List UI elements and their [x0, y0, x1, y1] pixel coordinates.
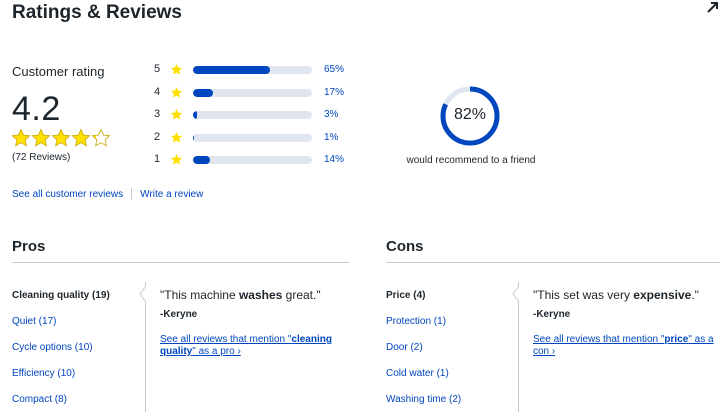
- rating-bar-fill: [193, 88, 214, 97]
- pros-pointer: [139, 286, 149, 302]
- rating-row-percent[interactable]: 14%: [324, 154, 345, 165]
- rating-row-percent[interactable]: 65%: [324, 64, 345, 75]
- cons-divider: [518, 282, 519, 412]
- rating-row-percent[interactable]: 17%: [324, 86, 345, 98]
- star-icon: [170, 108, 183, 120]
- recommend-percent: 82%: [453, 106, 487, 123]
- rating-row-stars: 2: [154, 130, 161, 143]
- pros-divider: [145, 282, 146, 412]
- cons-facet-item[interactable]: Protection (1): [386, 316, 447, 327]
- rating-row-4[interactable]: 4 17%: [154, 86, 354, 102]
- cons-rule: [386, 262, 720, 263]
- pros-see-mention-link[interactable]: See all reviews that mention "cleaning q…: [160, 334, 332, 357]
- pros-title: Pros: [12, 238, 46, 255]
- rating-row-1[interactable]: 1 14%: [154, 153, 354, 169]
- expand-arrow-icon[interactable]: [704, 0, 720, 16]
- pros-facet-item[interactable]: Cycle options (10): [12, 342, 93, 353]
- rating-row-2[interactable]: 2 1%: [154, 131, 354, 147]
- cons-facet-item[interactable]: Price (4): [386, 290, 426, 301]
- pros-facet-item[interactable]: Cleaning quality (19): [12, 290, 110, 301]
- rating-row-percent[interactable]: 3%: [324, 109, 339, 120]
- star-icon: [51, 128, 71, 147]
- pros-facet-item[interactable]: Compact (8): [12, 394, 68, 405]
- rating-bar-track: [193, 156, 312, 164]
- rating-row-5[interactable]: 5 65%: [154, 63, 354, 79]
- recommend-caption: would recommend to a friend: [406, 155, 536, 166]
- recommend-ring: [440, 86, 500, 146]
- pros-facet-item[interactable]: Quiet (17): [12, 316, 57, 327]
- cons-quote: "This set was very expensive.": [533, 288, 699, 302]
- cons-facet-item[interactable]: Door (2): [386, 342, 423, 353]
- star-icon: [11, 128, 31, 147]
- rating-row-percent[interactable]: 1%: [324, 131, 339, 143]
- cons-see-mention-link[interactable]: See all reviews that mention "price" as …: [533, 334, 714, 357]
- star-icon: [170, 153, 183, 165]
- recommend-ring-arc: [440, 86, 500, 146]
- rating-bar-fill: [193, 156, 210, 164]
- star-icon: [71, 128, 91, 147]
- rating-bar-track: [193, 88, 312, 97]
- review-links: See all customer reviews Write a review: [12, 188, 203, 200]
- rating-bar-fill: [193, 111, 197, 119]
- rating-bar-fill: [193, 133, 195, 142]
- pros-quote: "This machine washes great.": [160, 288, 321, 302]
- cons-quote-author: -Keryne: [533, 309, 571, 320]
- average-rating: 4.2: [12, 90, 61, 128]
- star-icon: [31, 128, 51, 147]
- rating-bar-track: [193, 66, 312, 74]
- cons-pointer: [512, 286, 522, 302]
- cons-facet-item[interactable]: Washing time (2): [386, 394, 462, 405]
- rating-bar-fill: [193, 66, 271, 74]
- write-review-link[interactable]: Write a review: [140, 188, 204, 200]
- star-icon: [170, 131, 183, 143]
- rating-row-stars: 5: [154, 63, 161, 75]
- rating-row-stars: 3: [154, 108, 161, 120]
- rating-row-stars: 4: [154, 85, 161, 98]
- star-icon: [170, 63, 183, 75]
- review-count: (72 Reviews): [12, 152, 71, 163]
- rating-row-3[interactable]: 3 3%: [154, 108, 354, 124]
- rating-bar-track: [193, 133, 312, 142]
- see-all-reviews-link[interactable]: See all customer reviews: [12, 188, 124, 200]
- star-icon: [170, 86, 183, 98]
- page-title: Ratings & Reviews: [12, 2, 182, 23]
- pros-quote-author: -Keryne: [160, 309, 198, 320]
- average-rating-stars: [11, 128, 111, 148]
- link-separator: [131, 188, 133, 200]
- cons-title: Cons: [386, 238, 424, 255]
- pros-facet-item[interactable]: Efficiency (10): [12, 368, 76, 379]
- rating-bar-track: [193, 111, 312, 119]
- rating-row-stars: 1: [154, 153, 161, 165]
- star-icon: [91, 128, 111, 147]
- cons-facet-item[interactable]: Cold water (1): [386, 368, 449, 379]
- pros-rule: [12, 262, 349, 263]
- customer-rating-label: Customer rating: [12, 64, 105, 79]
